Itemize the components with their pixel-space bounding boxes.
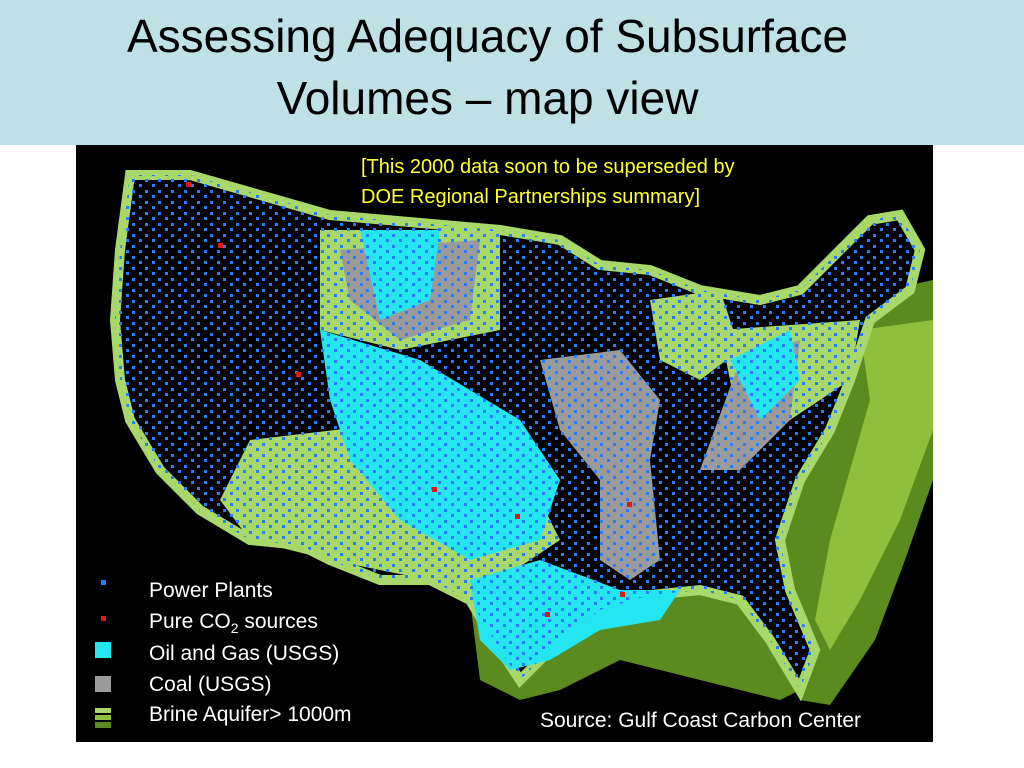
legend-swatch: [95, 642, 111, 658]
legend-swatch: [101, 580, 106, 585]
legend-label: Brine Aquifer> 1000m: [149, 703, 352, 726]
note-line: [This 2000 data soon to be superseded by: [361, 156, 735, 178]
legend-label: Coal (USGS): [149, 673, 272, 696]
legend-swatch: [101, 616, 106, 621]
note-line: DOE Regional Partnerships summary]: [361, 186, 701, 208]
legend-text: Pure CO: [149, 610, 231, 633]
legend-swatch: [95, 676, 111, 692]
title-band: [0, 0, 1024, 145]
legend-label: Oil and Gas (USGS): [149, 642, 340, 665]
co2-sources: [186, 182, 632, 617]
power-plant-dots: [115, 175, 920, 690]
source: Source: Gulf Coast Carbon Center: [540, 709, 861, 732]
title-line: Assessing Adequacy of Subsurface: [126, 10, 849, 62]
subscript: 2: [230, 620, 239, 637]
title-line: Volumes – map view: [276, 72, 699, 124]
legend-label: Power Plants: [149, 579, 273, 602]
legend-swatch: [95, 708, 111, 728]
legend-label: Pure CO2 sources: [149, 610, 318, 636]
legend-text: sources: [238, 610, 318, 633]
gulf-shelf: [470, 590, 800, 700]
map: [76, 145, 933, 742]
shelf: [815, 320, 933, 650]
